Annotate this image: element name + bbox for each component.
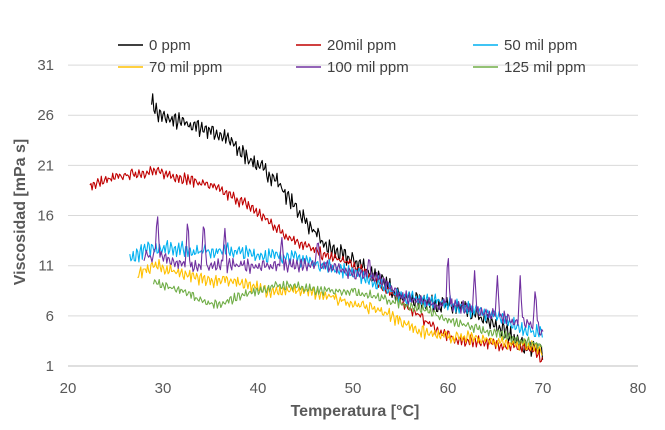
x-tick-label: 40	[250, 380, 267, 397]
y-tick-label: 6	[46, 308, 54, 325]
series-lines	[89, 93, 544, 363]
y-tick-label: 1	[46, 358, 54, 375]
legend-label: 100 mil ppm	[327, 59, 409, 76]
x-tick-label: 20	[60, 380, 77, 397]
series-line-1	[89, 166, 543, 363]
y-tick-label: 31	[37, 57, 54, 74]
series-line-0	[151, 93, 544, 360]
legend-label: 125 mil ppm	[504, 59, 586, 76]
series-line-5	[152, 278, 543, 349]
x-axis-title: Temperatura [°C]	[291, 403, 420, 420]
x-tick-label: 50	[345, 380, 362, 397]
x-tick-label: 70	[535, 380, 552, 397]
legend-label: 70 mil ppm	[149, 59, 222, 76]
legend: 0 ppm 20mil ppm 50 mil ppm 70 mil ppm 100 mi…	[118, 37, 586, 76]
y-tick-label: 11	[38, 258, 54, 275]
y-tick-label: 21	[37, 157, 54, 174]
series-line-4	[143, 216, 544, 336]
x-tick-label: 30	[155, 380, 172, 397]
series-line-3	[137, 259, 543, 356]
x-tick-label: 80	[630, 380, 647, 397]
x-tick-label: 60	[440, 380, 457, 397]
legend-label: 0 ppm	[149, 37, 191, 54]
legend-label: 50 mil ppm	[504, 37, 577, 54]
y-axis-title: Viscosidad [mPa s]	[12, 139, 29, 285]
legend-label: 20mil ppm	[327, 37, 396, 54]
y-tick-label: 26	[37, 107, 54, 124]
y-tick-label: 16	[37, 208, 54, 225]
